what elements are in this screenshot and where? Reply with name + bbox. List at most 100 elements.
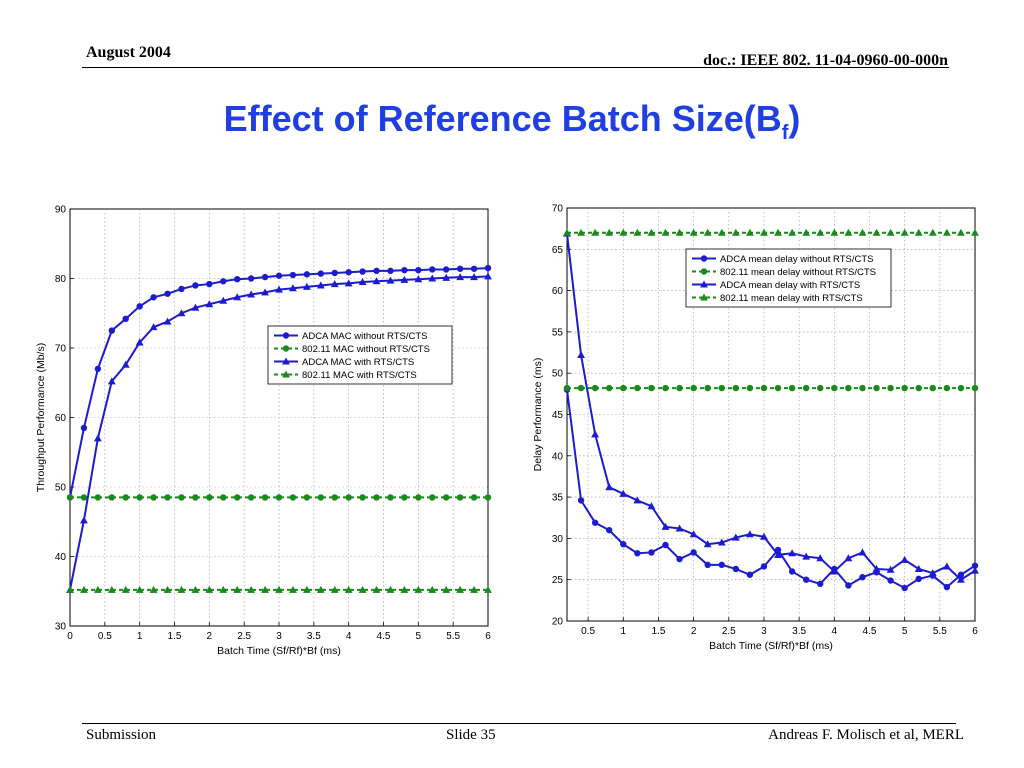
legend-marker (700, 268, 708, 275)
data-point (802, 576, 810, 583)
data-point (317, 494, 324, 501)
data-point (149, 323, 158, 331)
data-point (205, 300, 214, 308)
data-point (872, 228, 881, 236)
data-point (80, 424, 88, 432)
data-point (191, 303, 200, 311)
y-tick-label: 60 (552, 286, 564, 297)
y-tick-label: 45 (552, 410, 564, 421)
data-point (648, 549, 655, 556)
data-point (915, 575, 922, 583)
data-point (732, 384, 740, 392)
data-point (774, 550, 782, 558)
data-point (873, 384, 880, 392)
data-point (121, 360, 130, 368)
data-point (817, 580, 824, 588)
data-point (620, 540, 627, 548)
data-point (330, 280, 339, 288)
data-point (94, 494, 102, 501)
data-point (563, 228, 571, 236)
x-tick-label: 4.5 (863, 626, 877, 637)
data-point (830, 228, 839, 236)
data-point (330, 585, 339, 593)
data-point (619, 489, 628, 497)
data-point (957, 575, 965, 583)
data-point (177, 309, 186, 317)
data-point (732, 565, 740, 573)
data-point (690, 549, 697, 556)
data-point (957, 384, 965, 392)
data-point (429, 266, 436, 273)
data-point (746, 571, 754, 578)
data-point (289, 585, 297, 593)
data-point (886, 565, 895, 573)
footer-submission: Submission (86, 727, 157, 743)
data-point (289, 494, 297, 501)
slide-title: Effect of Reference Batch Size(Bf) (0, 98, 1024, 145)
data-point (261, 273, 269, 281)
data-point (831, 384, 838, 392)
data-point (93, 585, 102, 593)
data-point (662, 541, 669, 549)
data-point (577, 497, 585, 504)
y-tick-label: 25 (552, 575, 564, 586)
x-tick-label: 3 (276, 631, 282, 642)
data-point (887, 577, 894, 584)
x-tick-label: 0.5 (98, 631, 112, 642)
data-point (289, 271, 297, 279)
data-point (928, 569, 937, 577)
data-point (275, 494, 283, 501)
data-point (662, 384, 669, 392)
legend: ADCA MAC without RTS/CTS 802.11 MAC witho… (267, 325, 453, 385)
data-point (373, 267, 380, 275)
data-point (219, 585, 228, 593)
data-point (206, 494, 213, 501)
data-point (971, 384, 979, 392)
data-point (943, 583, 951, 591)
data-point (289, 284, 297, 292)
legend-marker (282, 332, 290, 339)
data-point (943, 384, 951, 392)
data-point (136, 494, 143, 501)
data-point (177, 585, 186, 593)
legend-entry: 802.11 MAC with RTS/CTS (302, 370, 417, 381)
data-point (675, 228, 684, 236)
data-point (164, 290, 171, 297)
series-2 (563, 229, 979, 583)
data-point (731, 228, 740, 236)
data-point (275, 272, 283, 279)
y-axis-label: Throughput Performance (Mb/s) (36, 343, 47, 492)
data-point (676, 555, 683, 563)
data-point (415, 266, 422, 274)
data-point (163, 585, 172, 593)
legend-box (685, 248, 892, 308)
x-tick-label: 3.5 (307, 631, 321, 642)
data-point (844, 554, 853, 562)
header-date: August 2004 (86, 44, 171, 61)
legend-entry: 802.11 mean delay with RTS/CTS (720, 293, 863, 304)
data-point (331, 494, 338, 501)
data-point (387, 494, 394, 501)
data-point (844, 228, 853, 236)
data-point (303, 494, 311, 501)
data-point (563, 384, 571, 392)
data-point (774, 384, 782, 392)
slide-title-main: Effect of Reference Batch Size(B (223, 98, 782, 139)
data-point (135, 338, 144, 346)
x-tick-label: 0 (67, 631, 73, 642)
x-tick-label: 5.5 (446, 631, 460, 642)
data-point (192, 494, 199, 501)
data-point (178, 494, 185, 501)
throughput-chart: 0 0.5 1 1.5 2 2.5 3 3.5 4 4.5 5 5.5 6 30 40 50 60 70 80 90 B… (36, 205, 492, 657)
series-2 (66, 272, 492, 593)
data-point (470, 265, 478, 272)
data-point (372, 277, 381, 285)
y-tick-label: 40 (552, 451, 564, 462)
data-point (704, 561, 711, 569)
data-point (661, 228, 670, 236)
data-point (164, 494, 171, 501)
x-tick-label: 4 (346, 631, 352, 642)
data-point (456, 585, 465, 593)
legend: ADCA mean delay without RTS/CTS 802.11 me… (685, 248, 892, 308)
y-tick-label: 30 (552, 534, 564, 545)
